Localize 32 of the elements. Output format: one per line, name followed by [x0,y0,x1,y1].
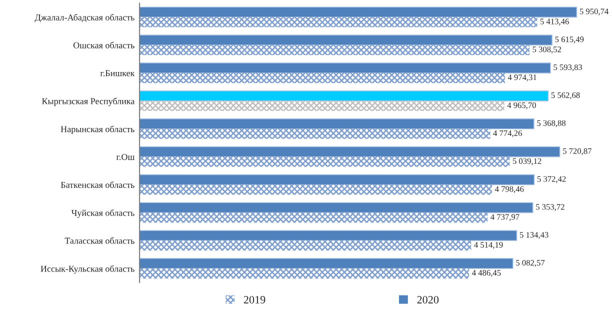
data-label: 4 737,97 [490,214,520,221]
data-label: 4 774,26 [493,130,522,138]
data-label: 5 368,88 [537,120,566,128]
y-tick-label: Иссык-Кульская область [40,265,134,274]
y-tick-label: Кыргызская Республика [42,98,135,106]
data-label: 5 353,72 [536,204,564,211]
data-label: 5 039,12 [512,158,542,166]
data-label: 5 720,87 [563,148,592,156]
data-label: 5 562,68 [551,92,580,100]
data-label: 5 950,74 [580,8,608,16]
y-tick-label: Баткенская область [60,181,134,188]
y-tick-label: г.Ош [116,154,135,160]
data-label: 4 965,70 [507,102,536,110]
data-label: 5 082,57 [516,260,545,267]
y-tick-label: Нарынская область [60,126,134,134]
data-label: 5 134,43 [520,232,548,239]
data-label: 5 372,42 [537,176,566,183]
data-label: 5 308,52 [532,46,561,54]
legend-label: 2020 [417,296,439,304]
legend-label: 2019 [244,296,266,304]
data-label: 4 514,19 [474,242,503,249]
y-tick-label: Джалал-Абадская область [34,14,134,22]
data-label: 5 593,83 [554,64,582,72]
y-tick-label: Чуйская область [71,209,134,218]
data-label: 4 486,45 [472,270,501,277]
y-tick-label: г.Бишкек [100,70,135,76]
data-label: 5 615,49 [555,36,584,44]
y-tick-label: Таласская область [64,237,134,244]
data-label: 4 798,46 [494,186,524,194]
data-label: 4 974,31 [508,74,536,82]
data-label: 5 413,46 [540,18,569,26]
y-tick-label: Ошская область [73,42,134,48]
